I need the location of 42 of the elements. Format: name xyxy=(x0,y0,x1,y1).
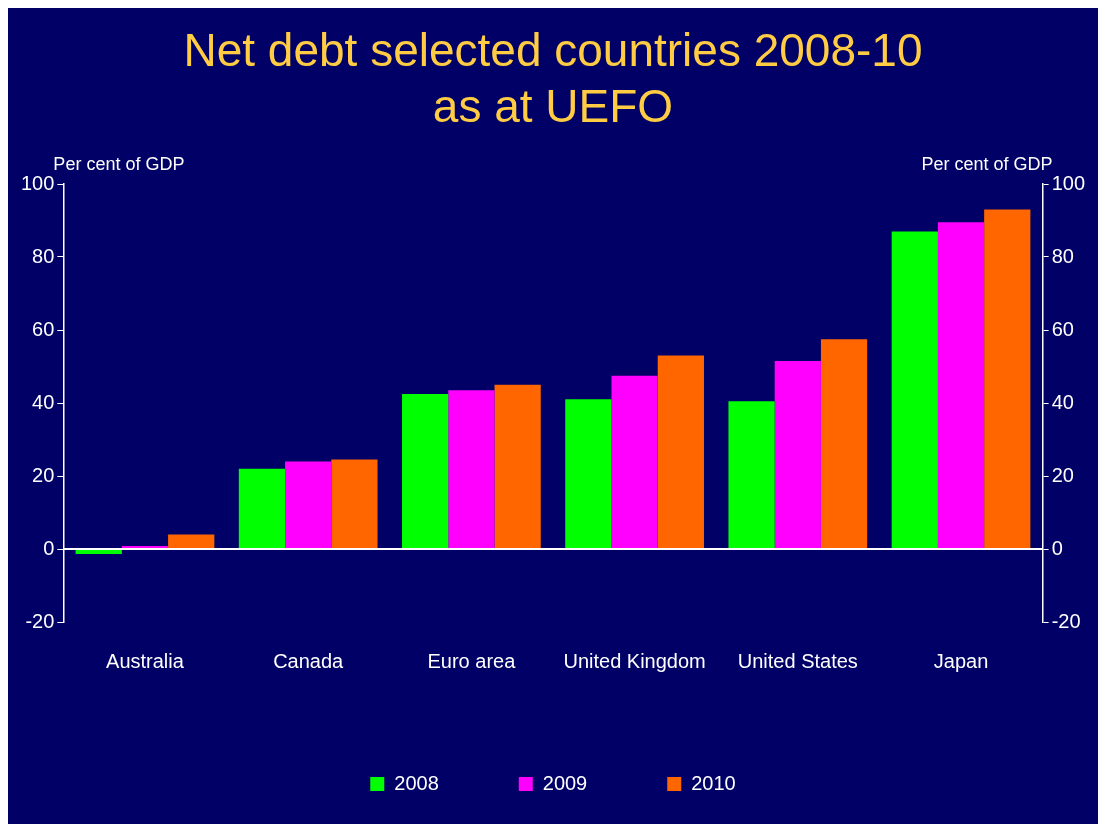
bar xyxy=(937,222,985,549)
y-axis-title: Per cent of GDP xyxy=(53,153,185,174)
y-tick-label: 60 xyxy=(32,317,55,340)
x-tick-label: Japan xyxy=(933,649,989,672)
y2-tick-label: 80 xyxy=(1051,244,1074,267)
y2-tick-label: -20 xyxy=(1051,609,1081,632)
y-tick-label: 20 xyxy=(32,463,55,486)
bar xyxy=(728,401,775,549)
bar xyxy=(774,361,821,549)
bar xyxy=(402,393,449,549)
x-tick-label: Australia xyxy=(106,649,185,672)
y2-tick-label: 20 xyxy=(1051,463,1074,486)
y2-tick-label: 100 xyxy=(1051,171,1086,194)
chart-title: Net debt selected countries 2008-10 as at UEFO xyxy=(182,23,924,134)
x-tick-label: Canada xyxy=(273,649,345,672)
y-tick-label: 100 xyxy=(20,171,55,194)
legend-label: 2008 xyxy=(394,771,439,794)
bar xyxy=(168,534,215,549)
legend-label: 2009 xyxy=(542,771,588,794)
bar xyxy=(984,209,1031,549)
bar xyxy=(565,399,612,549)
y2-tick-label: 40 xyxy=(1051,390,1074,413)
x-tick-label: United Kingdom xyxy=(563,649,706,672)
bar xyxy=(331,459,378,549)
y-tick-label: -20 xyxy=(25,609,55,632)
bar xyxy=(611,375,658,549)
y-tick-label: 40 xyxy=(32,390,55,413)
y2-tick-label: 0 xyxy=(1051,536,1063,559)
y-tick-label: 80 xyxy=(32,244,55,267)
bar xyxy=(657,355,704,549)
x-tick-label: United States xyxy=(737,649,858,672)
bar xyxy=(238,468,286,549)
bar xyxy=(820,339,868,549)
bar xyxy=(891,231,938,549)
y2-axis-title: Per cent of GDP xyxy=(921,153,1053,174)
y-tick-label: 0 xyxy=(43,536,55,559)
bar xyxy=(494,384,541,549)
x-tick-label: Euro area xyxy=(427,649,517,672)
y2-tick-label: 60 xyxy=(1051,317,1074,340)
legend-label: 2010 xyxy=(691,771,736,794)
bar xyxy=(285,461,332,549)
bar xyxy=(448,390,495,549)
